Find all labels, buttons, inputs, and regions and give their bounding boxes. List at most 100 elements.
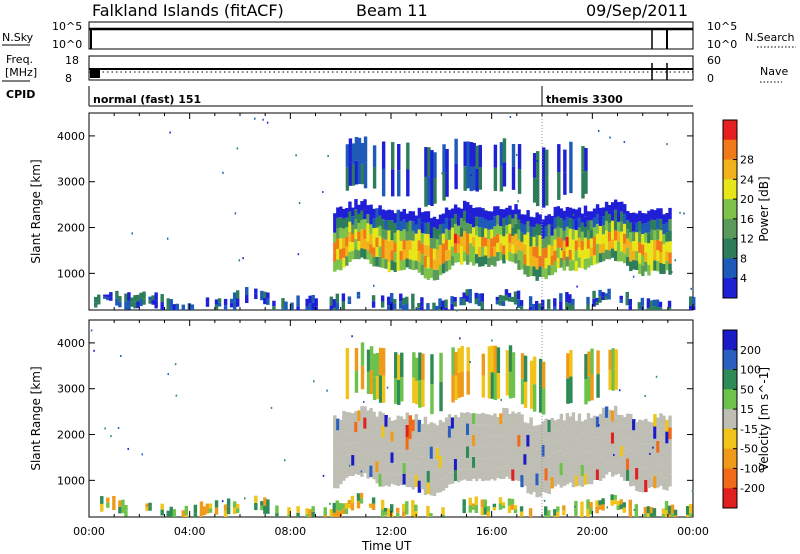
echo-cell — [381, 412, 385, 426]
echo-cell — [665, 241, 669, 252]
echo-cell — [190, 304, 195, 309]
echo-cell — [148, 300, 152, 304]
echo-cell — [598, 425, 603, 437]
echo-cell — [390, 420, 394, 432]
echo-cell — [598, 207, 603, 217]
echo-cell — [632, 260, 636, 270]
echo-cell — [553, 515, 557, 517]
y-tick-label: 2000 — [57, 429, 85, 442]
echo-cell — [502, 407, 506, 420]
echo-cell — [356, 291, 361, 296]
echo-cell — [550, 265, 554, 276]
echo-cell — [154, 292, 158, 301]
echo-cell — [544, 514, 548, 517]
echo-cell — [360, 429, 364, 442]
echo-cell — [583, 441, 588, 453]
echo-cell — [333, 439, 337, 452]
echo-cell — [397, 354, 401, 380]
echo-cell — [432, 435, 437, 448]
station-title: Falkland Islands (fitACF) — [92, 1, 284, 20]
echo-cell — [650, 240, 654, 251]
echo-cell — [569, 349, 573, 377]
echo-cell — [568, 218, 573, 229]
x-tick-label: 08:00 — [274, 525, 306, 538]
colorbar-label: Velocity [m s^-1] — [757, 367, 771, 471]
echo-cell — [511, 227, 515, 236]
echo-cell — [656, 440, 660, 453]
echo-cell — [462, 241, 467, 252]
echo-cell — [517, 259, 521, 270]
echo-cell — [378, 225, 382, 237]
echo-region — [345, 136, 588, 208]
echo-cell — [562, 510, 566, 516]
echo-cell — [397, 143, 401, 171]
echo-cell — [130, 297, 134, 303]
echo-cell — [553, 442, 557, 454]
echo-cell — [438, 431, 443, 445]
echo-cell — [604, 220, 609, 231]
echo-cell — [626, 447, 630, 459]
echo-cell — [629, 474, 633, 487]
echo-cell — [360, 210, 364, 220]
echo-cell — [420, 445, 425, 457]
echo-cell — [441, 433, 446, 445]
echo-cell — [466, 141, 470, 165]
echo-cell — [160, 294, 164, 303]
echo-cell — [354, 229, 358, 240]
echo-cell — [399, 293, 403, 302]
echo-cell — [532, 447, 536, 459]
echo-cell — [378, 461, 382, 475]
echo-cell — [339, 217, 343, 228]
echo-cell — [638, 431, 642, 444]
echo-cell — [613, 451, 618, 464]
echo-cell — [493, 144, 498, 168]
echo-cell — [368, 503, 373, 506]
echo-cell — [568, 239, 573, 250]
echo-cell — [589, 451, 594, 463]
echo-cell — [399, 450, 403, 463]
echo-cell — [493, 424, 497, 436]
echo-cell — [411, 260, 416, 271]
echo-cell — [456, 207, 461, 217]
nsky-panel-frame — [88, 21, 694, 50]
echo-cell — [641, 456, 645, 469]
echo-cell — [475, 168, 479, 192]
echo-cell — [408, 451, 413, 464]
echo-cell — [668, 263, 672, 275]
scatter-dot — [117, 426, 120, 429]
echo-cell — [493, 206, 497, 217]
echo-cell — [411, 293, 415, 303]
echo-cell — [598, 500, 602, 505]
echo-cell — [393, 242, 397, 253]
echo-cell — [623, 243, 627, 254]
echo-cell — [665, 419, 669, 432]
echo-cell — [260, 505, 264, 511]
echo-cell — [477, 293, 481, 300]
echo-cell — [523, 355, 528, 382]
echo-cell — [154, 300, 158, 309]
echo-cell — [472, 236, 476, 247]
echo-cell — [357, 442, 361, 454]
echo-cell — [375, 352, 380, 377]
echo-cell — [487, 425, 491, 437]
echo-cell — [613, 494, 617, 500]
echo-cell — [390, 240, 394, 251]
echo-cell — [475, 469, 479, 482]
echo-cell — [369, 442, 373, 455]
echo-cell — [502, 419, 506, 432]
echo-cell — [565, 246, 570, 257]
echo-cell — [438, 298, 442, 310]
echo-cell — [649, 300, 654, 308]
echo-cell — [444, 429, 449, 441]
echo-cell — [514, 435, 518, 447]
echo-cell — [420, 297, 424, 307]
scatter-dot — [254, 117, 256, 120]
echo-cell — [426, 268, 431, 280]
echo-cell — [450, 472, 455, 484]
echo-cell — [381, 248, 385, 259]
scatter-dot — [175, 394, 178, 397]
colorbar-tick-label: 24 — [740, 173, 754, 186]
echo-cell — [550, 255, 554, 266]
echo-cell — [475, 145, 479, 169]
echo-cell — [405, 240, 410, 250]
